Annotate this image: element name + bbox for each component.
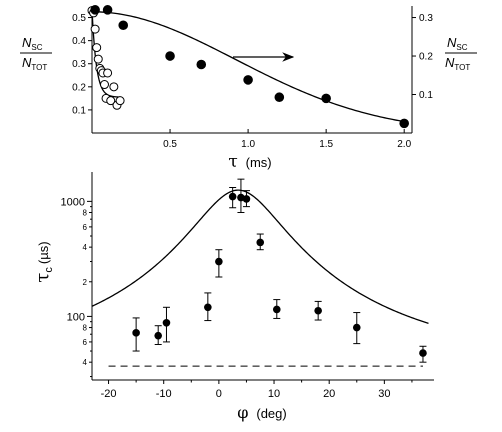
top-right-tick-label: 0.1 <box>419 90 433 101</box>
top-left-tick-label: 0.2 <box>72 82 86 93</box>
bottom-x-axis-label: φ (deg) <box>237 403 286 422</box>
svg-text:NTOT: NTOT <box>22 55 47 72</box>
filled-data-point <box>243 75 253 85</box>
data-point <box>256 238 265 247</box>
data-point <box>132 329 140 337</box>
open-data-point <box>115 96 125 106</box>
bottom-x-tick-label: 30 <box>378 388 390 400</box>
bottom-y-minor-tick-label: 8 <box>83 324 88 333</box>
top-x-tick-label: 2.0 <box>397 139 411 150</box>
top-x-tick-label: 0.5 <box>163 139 177 150</box>
bottom-y-minor-tick-label: 8 <box>83 209 88 218</box>
filled-data-point <box>118 20 129 31</box>
top-right-tick-label: 0.3 <box>419 13 433 24</box>
top-left-tick-label: 0.3 <box>72 59 86 70</box>
filled-data-point <box>165 51 175 61</box>
data-point <box>154 331 162 340</box>
lorentzian-fit-curve <box>91 189 429 324</box>
top-x-axis-unit: (ms) <box>246 155 272 170</box>
right-label-numerator: N <box>447 35 457 50</box>
filled-data-point <box>321 93 331 104</box>
open-data-point <box>99 80 109 90</box>
open-data-point <box>90 24 100 34</box>
data-point <box>228 192 237 201</box>
top-right-tick-label: 0.2 <box>419 52 433 63</box>
filled-data-point <box>196 59 207 70</box>
data-point <box>204 303 212 312</box>
top-left-tick-label: 0.1 <box>72 105 86 116</box>
data-point <box>272 305 281 314</box>
bottom-y-minor-tick-label: 4 <box>83 243 88 252</box>
top-x-axis-label: τ (ms) <box>228 152 271 172</box>
bottom-y-axis-symbol: τ <box>32 273 53 283</box>
right-label-numerator-sub: SC <box>456 43 467 52</box>
open-data-point <box>106 96 116 106</box>
filled-data-point <box>274 92 285 103</box>
svg-text:NTOT: NTOT <box>445 55 470 72</box>
bottom-x-axis-symbol: φ <box>237 403 248 422</box>
left-label-numerator: N <box>22 35 32 50</box>
bottom-x-tick-label: -10 <box>156 388 172 400</box>
top-left-axis-label: NSC NTOT <box>20 35 52 72</box>
bottom-y-axis-sub: c <box>43 267 55 273</box>
bottom-chart: -20 -10 0 10 20 30 100 1000 4 6 8 2 4 6 8 φ (deg) τc (… <box>32 172 434 422</box>
svg-text:NSC: NSC <box>22 35 43 52</box>
top-x-tick-label: 1.5 <box>319 139 333 150</box>
left-label-denominator: N <box>22 55 32 70</box>
top-x-axis-symbol: τ <box>228 152 237 172</box>
bottom-y-axis-label: τc (µs) <box>32 241 55 282</box>
data-point <box>314 306 322 315</box>
bottom-y-axis-unit: (µs) <box>36 241 51 264</box>
right-label-denominator: N <box>445 55 455 70</box>
top-left-tick-label: 0.5 <box>72 13 86 24</box>
open-data-point <box>109 82 119 92</box>
open-data-point <box>103 68 113 78</box>
data-point <box>215 257 223 266</box>
right-label-denominator-sub: TOT <box>454 63 470 72</box>
top-right-fit-curve <box>91 11 405 123</box>
bottom-x-axis-unit: (deg) <box>256 406 286 421</box>
top-x-tick-label: 1.0 <box>241 139 255 150</box>
filled-data-point <box>102 5 113 15</box>
bottom-y-minor-tick-label: 4 <box>83 358 88 367</box>
left-label-denominator-sub: TOT <box>31 63 47 72</box>
filled-data-point <box>90 5 100 15</box>
bottom-x-tick-label: 0 <box>216 388 222 400</box>
bottom-x-tick-label: 10 <box>268 388 280 400</box>
data-point <box>162 318 171 327</box>
bottom-y-minor-tick-label: 6 <box>83 338 88 347</box>
data-point <box>242 195 251 203</box>
bottom-y-major-tick-label: 1000 <box>61 196 85 208</box>
top-chart: 0.5 1.0 1.5 2.0 0.1 0.2 0.3 0.4 0.5 0.1 0.2 0.3 τ… <box>20 5 477 172</box>
top-left-tick-label: 0.4 <box>72 36 86 47</box>
bottom-y-minor-tick-label: 6 <box>83 223 88 232</box>
top-right-axis-label: NSC NTOT <box>445 35 477 72</box>
data-point <box>352 323 361 332</box>
left-label-numerator-sub: SC <box>31 43 42 52</box>
open-data-point <box>93 54 103 64</box>
bottom-y-major-tick-label: 100 <box>67 311 85 323</box>
filled-data-point <box>399 118 409 129</box>
bottom-x-tick-label: 20 <box>323 388 335 400</box>
svg-text:NSC: NSC <box>447 35 468 52</box>
data-point <box>419 349 427 357</box>
bottom-x-tick-label: -20 <box>101 388 117 400</box>
bottom-y-minor-tick-label: 2 <box>83 278 88 287</box>
open-data-point <box>92 43 102 53</box>
